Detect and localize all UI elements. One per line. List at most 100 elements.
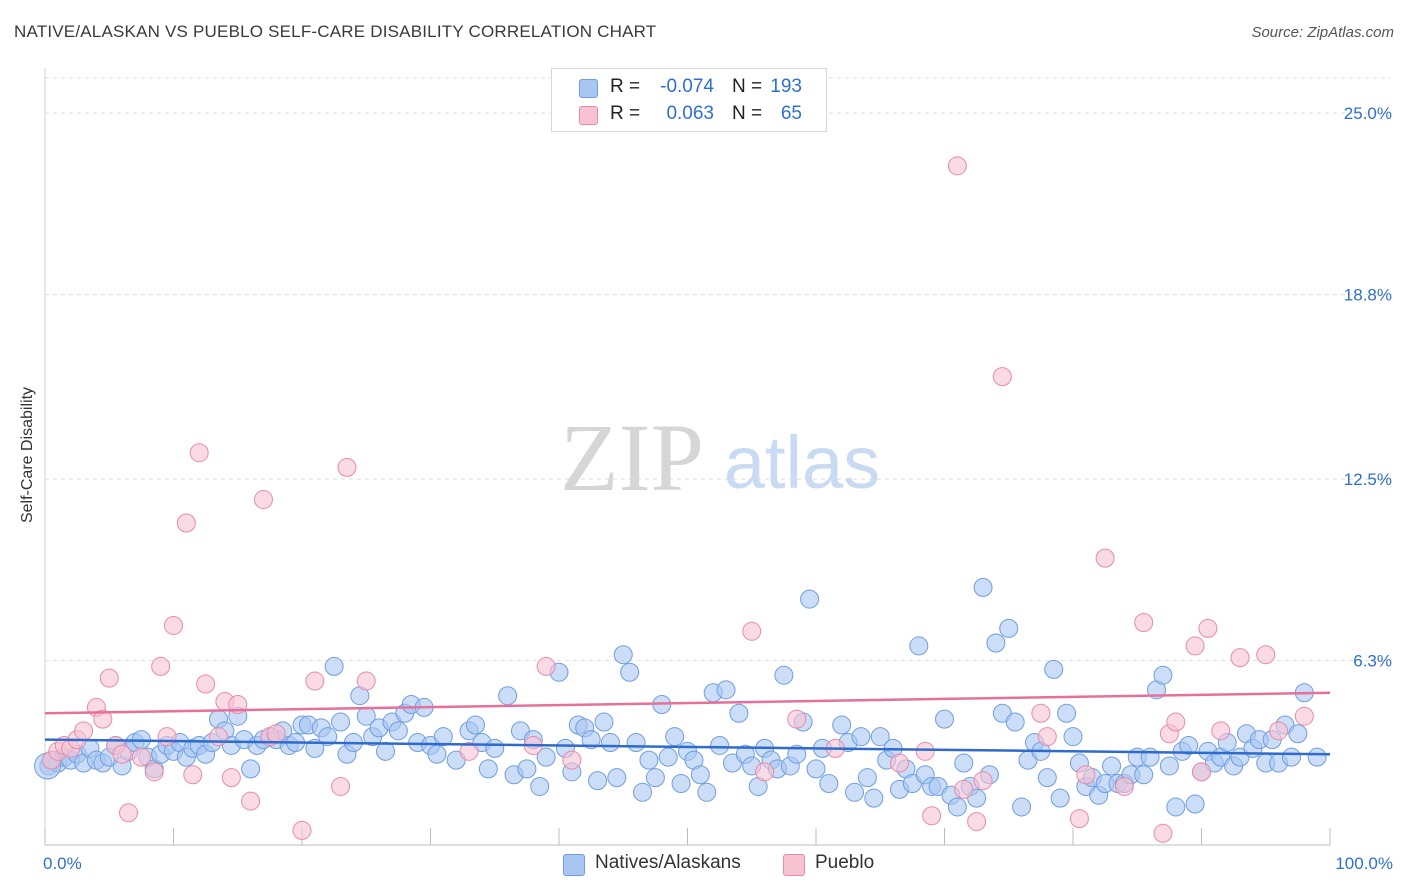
x-tick-label-max: 100.0% [1335,854,1393,873]
natives-point [800,589,820,609]
natives-point [613,645,633,665]
y-tick-label: 12.5% [1344,470,1392,489]
pueblo-point [331,776,351,796]
natives-point [536,747,556,767]
legend-row-natives: R = -0.074 N = 193 [552,73,826,101]
pueblo-point [890,753,910,773]
pueblo-point [151,656,171,676]
tick-labels: 6.3% 12.5% 18.8% 25.0% 0.0% 100.0% [43,104,1393,873]
natives-r-label: R = [610,76,641,97]
natives-point [1166,797,1186,817]
pueblo-point [337,457,357,477]
natives-point [1102,756,1122,776]
natives-point [935,709,954,729]
natives-point [639,750,659,770]
watermark-atlas: atlas [724,421,880,504]
natives-point [665,727,685,747]
pueblo-point [915,741,935,761]
natives-point [774,665,794,685]
natives-point [986,633,1006,653]
natives-point [530,776,550,796]
natives-point [954,753,974,773]
natives-point [1012,797,1032,817]
natives-point [331,712,351,732]
y-tick-label: 6.3% [1353,652,1392,671]
natives-legend-label: Natives/Alaskans [595,852,741,873]
natives-point [710,735,730,755]
natives-point [1179,735,1199,755]
natives-point [645,768,665,788]
series-pueblo-points [41,156,1314,843]
pueblo-trend-line [44,691,1331,715]
pueblo-point [459,741,479,761]
pueblo-point [1269,721,1289,741]
natives-point [1307,747,1327,767]
pueblo-point [1153,823,1173,843]
natives-point [433,727,453,747]
legend-row-pueblo: R = 0.063 N = 65 [552,100,826,128]
natives-point [1044,659,1064,679]
natives-point [376,741,396,761]
pueblo-point [266,724,286,744]
pueblo-point [176,513,196,533]
natives-point [620,662,640,682]
pueblo-point [1192,762,1211,782]
natives-point [845,782,865,802]
natives-point [697,782,717,802]
pueblo-point [292,820,312,840]
pueblo-point [1037,727,1057,747]
pueblo-point [183,765,203,785]
natives-n-value: 193 [770,76,802,97]
pueblo-n-label: N = [732,103,763,124]
pueblo-point [112,744,132,764]
natives-point [909,636,929,656]
pueblo-point [164,615,183,635]
natives-point [690,765,710,785]
pueblo-point [305,671,325,691]
natives-point [857,768,877,788]
natives-point [947,797,967,817]
pueblo-point [1166,712,1186,732]
pueblo-point [74,721,94,741]
pueblo-point [967,812,987,832]
pueblo-point [1095,548,1115,568]
pueblo-point [189,443,209,463]
natives-point [427,744,447,764]
natives-point [498,686,518,706]
natives-point [607,768,627,788]
pueblo-r-value: 0.063 [666,103,714,124]
pueblo-n-value: 65 [780,103,802,124]
natives-point [832,715,852,735]
natives-point [1050,788,1070,808]
natives-trend-line [44,738,1331,756]
natives-point [658,747,678,767]
pueblo-point [356,671,376,691]
stats-legend: R = -0.074 N = 193 R = 0.063 N = 65 [551,68,827,132]
natives-point [485,738,505,758]
pueblo-point [562,750,582,770]
pueblo-point [954,779,974,799]
pueblo-point [1185,636,1205,656]
pueblo-point [1076,765,1096,785]
natives-n-label: N = [732,76,763,97]
natives-point [581,730,601,750]
y-tick-label: 25.0% [1344,104,1392,123]
natives-r-value: -0.074 [660,76,714,97]
natives-point [1281,747,1301,767]
pueblo-point [973,771,993,791]
natives-point [600,733,620,753]
natives-point [1153,665,1173,685]
pueblo-point [1069,809,1089,829]
pueblo-point [99,668,119,688]
pueblo-point [119,803,139,823]
x-tick-label-min: 0.0% [43,854,82,873]
watermark: ZIP atlas [560,404,880,511]
pueblo-legend-swatch [783,854,805,876]
natives-point [973,577,993,597]
pueblo-point [253,490,273,510]
natives-point [241,759,261,779]
source-label: Source: ZipAtlas.com [1251,24,1394,41]
natives-point [1057,703,1077,723]
pueblo-point [947,156,967,176]
